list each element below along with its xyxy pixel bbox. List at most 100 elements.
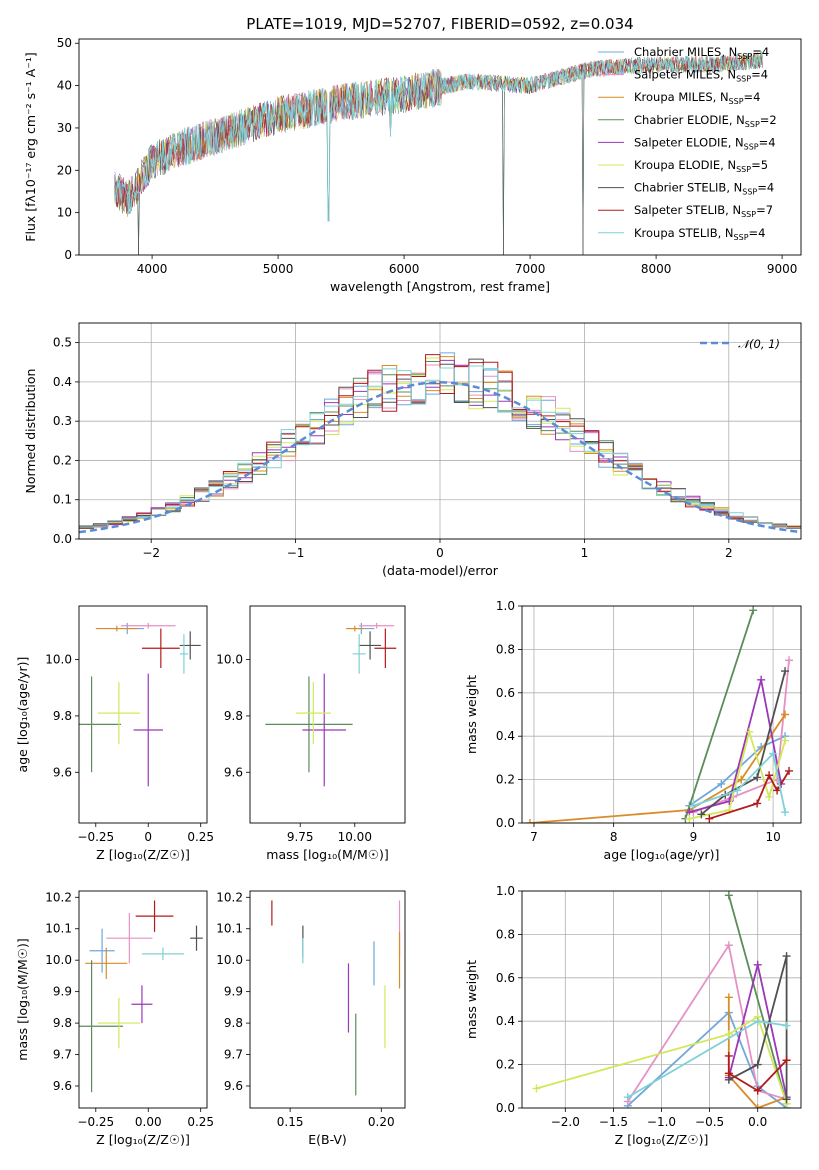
y-tick-label: 50: [57, 36, 72, 50]
y-axis-label: Flux [fλ10⁻¹⁷ erg cm⁻² s⁻¹ A⁻¹]: [23, 52, 38, 241]
x-tick-label: 7: [530, 830, 538, 844]
weight-point: [745, 727, 754, 736]
y-axis-label: mass weight: [464, 960, 479, 1039]
x-tick-label: 10.00: [338, 830, 372, 844]
y-tick-label: 10.0: [45, 953, 72, 967]
weight-point: [753, 1104, 762, 1108]
y-tick-label: 10.2: [216, 890, 243, 904]
y-tick-label: 0.5: [53, 336, 72, 350]
weight-point: [753, 799, 762, 808]
x-tick-label: 0: [436, 546, 444, 560]
x-tick-label: 8000: [641, 262, 672, 276]
x-tick-label: 0: [144, 830, 152, 844]
weight-series-2: [627, 942, 787, 1102]
y-tick-label: 9.6: [53, 1079, 72, 1093]
y-axis-label: mass weight: [464, 675, 479, 754]
x-tick-label: 5000: [263, 262, 294, 276]
weight-point: [532, 1084, 541, 1093]
weight-point: [733, 786, 742, 795]
x-axis-label: E(B-V): [308, 1132, 347, 1147]
x-tick-label: 8: [610, 830, 618, 844]
legend-entry: Kroupa STELIB, NSSP=4: [634, 226, 765, 242]
x-tick-label: 0.00: [135, 1115, 162, 1129]
weight-point: [724, 941, 733, 950]
y-tick-label: 9.6: [224, 765, 243, 779]
weight-point: [782, 952, 791, 961]
x-tick-label: −1.0: [647, 1115, 676, 1129]
weight-point: [724, 1069, 733, 1078]
legend-entry: Salpeter MILES, NSSP=4: [634, 68, 768, 84]
x-axis-label: Z [log₁₀(Z/Z☉)]: [96, 847, 190, 862]
x-tick-label: 0.0: [748, 1115, 767, 1129]
x-tick-label: −1: [287, 546, 305, 560]
y-tick-label: 9.9: [224, 985, 243, 999]
y-tick-label: 0.0: [53, 532, 72, 546]
y-tick-label: 9.9: [53, 985, 72, 999]
y-tick-label: 0.4: [496, 729, 515, 743]
x-tick-label: 6000: [389, 262, 420, 276]
y-tick-label: 9.6: [53, 765, 72, 779]
weight-point: [781, 710, 790, 719]
panel-7: 0.15 0.20 9.6 9.7 9.8 9.9 10.0 10.1 10.2 E(B-V): [216, 890, 406, 1147]
plot-area: [532, 891, 791, 1108]
x-tick-label: −0.5: [695, 1115, 724, 1129]
y-tick-label: 0.3: [53, 414, 72, 428]
panel-5: 7 8 9 10 0.0 0.2 0.4 0.6 0.8 1.0 age [log₁₀(age/yr…: [464, 599, 802, 862]
weight-point: [769, 749, 778, 758]
y-tick-label: 30: [57, 121, 72, 135]
x-tick-label: −0.25: [77, 1115, 114, 1129]
y-tick-label: 0: [64, 248, 72, 262]
axes-frame: [78, 605, 208, 824]
plot-area: [79, 622, 201, 787]
x-tick-label: 0.20: [368, 1115, 395, 1129]
weight-point: [724, 993, 733, 1002]
axes-frame: [521, 890, 802, 1109]
weight-point: [785, 766, 794, 775]
weight-point: [749, 606, 758, 615]
y-tick-label: 9.7: [224, 1048, 243, 1062]
panel-1: 4000 5000 6000 7000 8000 9000 0 10 20 30 40 50 wavel…: [23, 36, 802, 294]
weight-point: [697, 810, 706, 819]
spectrum-series-9: [113, 50, 763, 222]
weight-series-8: [727, 1055, 788, 1092]
legend-entry: Chabrier ELODIE, NSSP=2: [634, 113, 777, 129]
x-axis-label: age [log₁₀(age/yr)]: [604, 847, 720, 862]
y-tick-label: 1.0: [496, 599, 515, 613]
y-tick-label: 0.6: [496, 686, 515, 700]
weight-point: [717, 779, 726, 788]
weight-point: [705, 814, 714, 823]
weight-point: [753, 773, 762, 782]
x-axis-label: (data-model)/error: [382, 563, 499, 578]
y-tick-label: 10.0: [45, 653, 72, 667]
x-tick-label: 2: [725, 546, 733, 560]
normal-reference-curve: [79, 381, 801, 534]
weight-point: [753, 1017, 762, 1026]
panel-4: 9.75 10.00 9.6 9.8 10.0 mass [log₁₀(M/M☉)]: [216, 605, 406, 862]
x-tick-label: 7000: [515, 262, 546, 276]
y-tick-label: 0.0: [496, 1101, 515, 1115]
legend-entry: Kroupa ELODIE, NSSP=5: [634, 158, 768, 174]
plot-area: [265, 622, 397, 787]
x-axis-label: Z [log₁₀(Z/Z☉)]: [615, 1132, 709, 1147]
weight-point: [689, 801, 698, 810]
weight-point: [757, 675, 766, 684]
weight-point: [781, 667, 790, 676]
plot-area: [79, 352, 801, 534]
y-tick-label: 9.8: [224, 1016, 243, 1030]
weight-point: [753, 960, 762, 969]
y-axis-label: age [log₁₀(age/yr)]: [15, 657, 30, 773]
panel-8: −2.0 −1.5 −1.0 −0.5 0.0 0.0 0.2 0.4 0.6 0.8 1.0 Z […: [464, 884, 802, 1147]
x-tick-label: 9.75: [287, 830, 314, 844]
y-tick-label: 1.0: [496, 884, 515, 898]
y-tick-label: 0.8: [496, 642, 515, 656]
x-axis-label: wavelength [Angstrom, rest frame]: [330, 279, 550, 294]
x-tick-label: −1.5: [599, 1115, 628, 1129]
x-tick-label: −0.25: [77, 830, 114, 844]
x-tick-label: 9000: [767, 262, 798, 276]
y-axis-label: mass [log₁₀(M/M☉)]: [15, 938, 30, 1060]
x-tick-label: 4000: [137, 262, 168, 276]
weight-point: [781, 808, 790, 817]
y-tick-label: 0.2: [53, 453, 72, 467]
x-tick-label: 1: [581, 546, 589, 560]
legend-entry: Chabrier MILES, NSSP=4: [634, 45, 769, 61]
